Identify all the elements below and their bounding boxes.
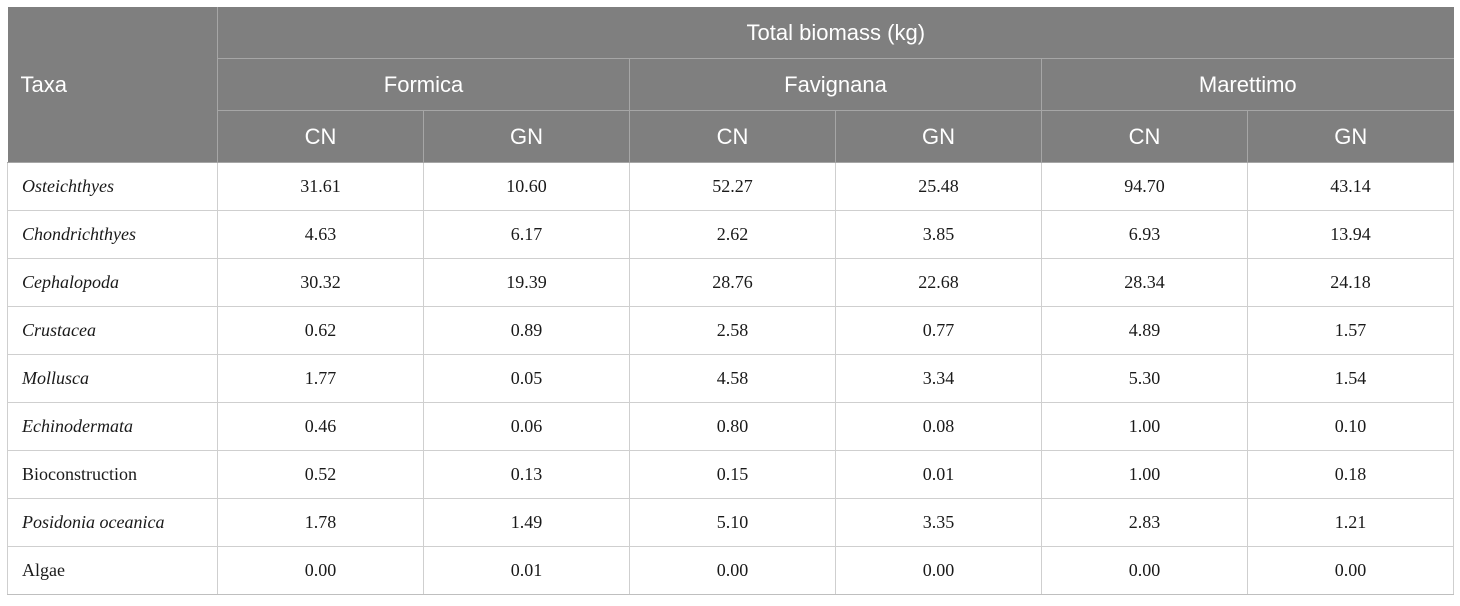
taxon-cell: Posidonia oceanica bbox=[7, 498, 218, 547]
biomass-value-cell: 1.00 bbox=[1041, 402, 1248, 451]
biomass-value-cell: 6.17 bbox=[423, 210, 630, 259]
gear-header-gn: GN bbox=[423, 110, 630, 163]
gear-header-cn: CN bbox=[1041, 110, 1248, 163]
site-header-favignana: Favignana bbox=[629, 58, 1042, 111]
taxon-cell: Mollusca bbox=[7, 354, 218, 403]
biomass-value-cell: 5.10 bbox=[629, 498, 836, 547]
biomass-value-cell: 30.32 bbox=[217, 258, 424, 307]
biomass-value-cell: 0.00 bbox=[217, 546, 424, 595]
taxon-cell: Chondrichthyes bbox=[7, 210, 218, 259]
table-row: Bioconstruction 0.52 0.13 0.15 0.01 1.00 0.18 bbox=[7, 450, 1455, 499]
biomass-value-cell: 2.58 bbox=[629, 306, 836, 355]
biomass-value-cell: 3.34 bbox=[835, 354, 1042, 403]
biomass-value-cell: 43.14 bbox=[1246, 162, 1455, 211]
table-header: Taxa Total biomass (kg) Formica Favignan… bbox=[7, 7, 1454, 163]
biomass-value-cell: 0.00 bbox=[1246, 546, 1455, 595]
biomass-value-cell: 31.61 bbox=[217, 162, 424, 211]
biomass-value-cell: 0.00 bbox=[629, 546, 836, 595]
biomass-value-cell: 2.62 bbox=[629, 210, 836, 259]
biomass-value-cell: 0.01 bbox=[423, 546, 630, 595]
biomass-value-cell: 1.00 bbox=[1041, 450, 1248, 499]
gear-header-gn: GN bbox=[1246, 110, 1454, 163]
biomass-value-cell: 1.21 bbox=[1246, 498, 1455, 547]
biomass-value-cell: 5.30 bbox=[1041, 354, 1248, 403]
gear-header-cn: CN bbox=[217, 110, 424, 163]
biomass-value-cell: 0.10 bbox=[1246, 402, 1455, 451]
biomass-value-cell: 0.52 bbox=[217, 450, 424, 499]
biomass-value-cell: 24.18 bbox=[1246, 258, 1455, 307]
biomass-value-cell: 0.46 bbox=[217, 402, 424, 451]
biomass-value-cell: 1.54 bbox=[1246, 354, 1455, 403]
biomass-value-cell: 13.94 bbox=[1246, 210, 1455, 259]
biomass-value-cell: 0.05 bbox=[423, 354, 630, 403]
biomass-value-cell: 3.35 bbox=[835, 498, 1042, 547]
biomass-value-cell: 0.15 bbox=[629, 450, 836, 499]
taxon-cell: Crustacea bbox=[7, 306, 218, 355]
biomass-value-cell: 25.48 bbox=[835, 162, 1042, 211]
site-header-formica: Formica bbox=[217, 58, 630, 111]
table-row: Echinodermata 0.46 0.06 0.80 0.08 1.00 0.10 bbox=[7, 402, 1455, 451]
biomass-value-cell: 0.89 bbox=[423, 306, 630, 355]
biomass-value-cell: 0.00 bbox=[1041, 546, 1248, 595]
biomass-value-cell: 0.00 bbox=[835, 546, 1042, 595]
taxon-cell: Bioconstruction bbox=[7, 450, 218, 499]
table-body: Osteichthyes 31.61 10.60 52.27 25.48 94.70 43.… bbox=[7, 162, 1455, 595]
biomass-table: Taxa Total biomass (kg) Formica Favignan… bbox=[7, 7, 1455, 595]
biomass-value-cell: 0.06 bbox=[423, 402, 630, 451]
biomass-value-cell: 1.78 bbox=[217, 498, 424, 547]
header-row-sites: Formica Favignana Marettimo bbox=[8, 58, 1454, 111]
biomass-value-cell: 52.27 bbox=[629, 162, 836, 211]
table-row: Posidonia oceanica 1.78 1.49 5.10 3.35 2.83 1.… bbox=[7, 498, 1455, 547]
biomass-value-cell: 22.68 bbox=[835, 258, 1042, 307]
table-row: Osteichthyes 31.61 10.60 52.27 25.48 94.70 43.… bbox=[7, 162, 1455, 211]
gear-header-gn: GN bbox=[835, 110, 1042, 163]
taxon-cell: Cephalopoda bbox=[7, 258, 218, 307]
table-row: Crustacea 0.62 0.89 2.58 0.77 4.89 1.57 bbox=[7, 306, 1455, 355]
biomass-value-cell: 4.63 bbox=[217, 210, 424, 259]
biomass-value-cell: 10.60 bbox=[423, 162, 630, 211]
taxa-header: Taxa bbox=[7, 7, 218, 163]
biomass-value-cell: 0.01 bbox=[835, 450, 1042, 499]
biomass-value-cell: 4.58 bbox=[629, 354, 836, 403]
biomass-value-cell: 0.80 bbox=[629, 402, 836, 451]
biomass-value-cell: 1.57 bbox=[1246, 306, 1455, 355]
biomass-value-cell: 6.93 bbox=[1041, 210, 1248, 259]
biomass-value-cell: 2.83 bbox=[1041, 498, 1248, 547]
table-row: Cephalopoda 30.32 19.39 28.76 22.68 28.34 24.1… bbox=[7, 258, 1455, 307]
total-biomass-header: Total biomass (kg) bbox=[216, 7, 1454, 59]
biomass-value-cell: 0.62 bbox=[217, 306, 424, 355]
taxon-cell: Osteichthyes bbox=[7, 162, 218, 211]
biomass-value-cell: 0.77 bbox=[835, 306, 1042, 355]
table-row: Algae 0.00 0.01 0.00 0.00 0.00 0.00 bbox=[7, 546, 1455, 595]
biomass-value-cell: 3.85 bbox=[835, 210, 1042, 259]
header-row-gear: CN GN CN GN CN GN bbox=[8, 110, 1454, 163]
biomass-value-cell: 19.39 bbox=[423, 258, 630, 307]
table-row: Chondrichthyes 4.63 6.17 2.62 3.85 6.93 13.94 bbox=[7, 210, 1455, 259]
biomass-value-cell: 4.89 bbox=[1041, 306, 1248, 355]
header-row-group: Taxa Total biomass (kg) bbox=[7, 7, 1454, 163]
biomass-value-cell: 94.70 bbox=[1041, 162, 1248, 211]
taxon-cell: Echinodermata bbox=[7, 402, 218, 451]
biomass-value-cell: 0.13 bbox=[423, 450, 630, 499]
biomass-value-cell: 1.49 bbox=[423, 498, 630, 547]
gear-header-cn: CN bbox=[629, 110, 836, 163]
table-row: Mollusca 1.77 0.05 4.58 3.34 5.30 1.54 bbox=[7, 354, 1455, 403]
biomass-value-cell: 0.08 bbox=[835, 402, 1042, 451]
biomass-value-cell: 0.18 bbox=[1246, 450, 1455, 499]
biomass-value-cell: 28.34 bbox=[1041, 258, 1248, 307]
site-header-marettimo: Marettimo bbox=[1040, 58, 1454, 111]
biomass-value-cell: 28.76 bbox=[629, 258, 836, 307]
taxon-cell: Algae bbox=[7, 546, 218, 595]
biomass-value-cell: 1.77 bbox=[217, 354, 424, 403]
